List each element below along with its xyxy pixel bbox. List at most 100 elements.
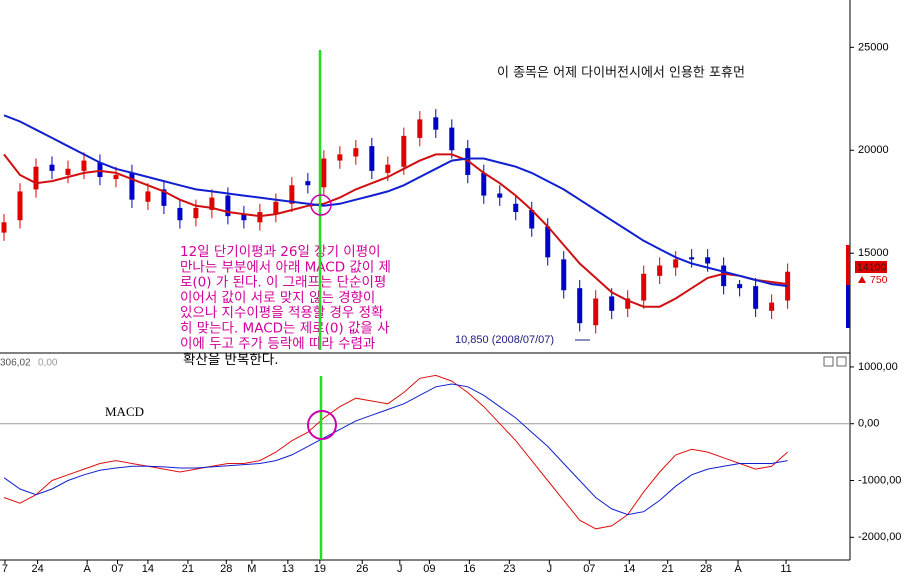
candle-body: [369, 146, 375, 171]
x-tick-label: 23: [503, 563, 515, 575]
candle-body: [449, 127, 455, 151]
candle-body: [513, 203, 519, 213]
candle-body: [193, 207, 199, 219]
candle-body: [529, 209, 535, 229]
note-line: 있으나 지수이평을 적용할 경우 정확: [180, 305, 383, 321]
x-tick-label: 09: [423, 563, 435, 575]
x-tick-label: 14: [623, 563, 635, 575]
note-end: 확산을 반복한다.: [183, 352, 279, 368]
candle-body: [385, 164, 391, 173]
last-price: 14100: [857, 261, 886, 273]
candle-body: [49, 164, 55, 171]
candle-body: [225, 195, 231, 217]
note-line: 12일 단기이평과 26일 장기 이평이: [180, 244, 381, 260]
note-line: 히 맞는다. MACD는 제로(0) 값을 사: [180, 321, 390, 337]
x-tick-label: 26: [356, 563, 368, 575]
candle-body: [257, 212, 263, 223]
y-tick-label: 20000: [858, 144, 889, 156]
candle-body: [337, 154, 343, 161]
candle-body: [641, 273, 647, 301]
y-tick-label: 25000: [858, 41, 889, 53]
candle-body: [97, 162, 103, 178]
candle-body: [401, 135, 407, 167]
candle-body: [545, 226, 551, 258]
candle-body: [209, 197, 215, 210]
x-tick-label: 28: [220, 563, 232, 575]
candle-body: [737, 284, 743, 289]
note-line: 만나는 부분에서 아래 MACD 값이 제: [180, 259, 391, 275]
moving-average: [3, 114, 788, 288]
candle-body: [593, 298, 599, 326]
candle-body: [785, 271, 791, 301]
x-tick-label: 21: [662, 563, 674, 575]
candle-body: [657, 265, 663, 276]
indicator-line: [3, 374, 788, 530]
candle-body: [241, 214, 247, 221]
x-tick-label: 07: [111, 563, 123, 575]
change: 750: [870, 274, 888, 286]
change-arrow: [858, 276, 866, 283]
candle-body: [145, 191, 151, 202]
annotation: 이 종목은 어제 다이버전시에서 인용한 포휴먼: [497, 66, 745, 81]
candle-body: [33, 166, 39, 190]
panel-button[interactable]: [836, 356, 847, 367]
candle-body: [17, 191, 23, 221]
x-tick-label: 28: [700, 563, 712, 575]
price-range-down: [846, 285, 850, 328]
x-tick-label: 07: [583, 563, 595, 575]
price-range-up: [846, 245, 850, 285]
indicator-line: [3, 383, 788, 516]
moving-average: [3, 153, 788, 308]
candle-body: [321, 158, 327, 188]
indicator-title: MACD: [105, 404, 144, 419]
x-tick-label: 24: [31, 563, 43, 575]
y-tick-label: 1000,00: [858, 361, 898, 373]
low-annotation: 10,850 (2008/07/07): [455, 334, 554, 346]
candle-body: [577, 288, 583, 324]
readout: 306,02: [0, 358, 31, 369]
x-tick-label: 16: [463, 563, 475, 575]
candle-body: [497, 193, 503, 198]
candle-body: [433, 117, 439, 130]
note-line: 이에 두고 주가 등락에 따라 수렴과: [180, 336, 375, 352]
readout: 0,00: [38, 358, 58, 369]
candle-body: [305, 181, 311, 186]
x-tick-label: 14: [142, 563, 154, 575]
note-line: 이어서 값이 서로 맞지 않는 경향이: [180, 290, 375, 306]
candle-body: [705, 257, 711, 264]
candle-body: [1, 222, 7, 233]
candle-body: [689, 257, 695, 260]
crossover-circle: [307, 410, 337, 440]
x-tick-label: 7: [2, 563, 8, 575]
candle-body: [289, 185, 295, 204]
candle-body: [625, 298, 631, 309]
candle-body: [609, 296, 615, 311]
crossover-circle: [310, 194, 332, 216]
candle-body: [673, 259, 679, 268]
candle-body: [273, 201, 279, 215]
candle-body: [65, 168, 71, 175]
candle-body: [353, 148, 359, 157]
candle-body: [481, 172, 487, 196]
y-tick-label: -2000,00: [858, 531, 901, 543]
x-tick-label: 13: [282, 563, 294, 575]
x-tick-label: M: [247, 563, 256, 575]
x-tick-label: A: [734, 563, 742, 575]
y-tick-label: 15000: [858, 247, 889, 259]
candle-body: [417, 119, 423, 138]
candle-body: [129, 172, 135, 200]
panel-button[interactable]: [823, 356, 834, 367]
x-tick-label: A: [83, 563, 91, 575]
x-tick-label: 21: [182, 563, 194, 575]
candle-body: [177, 207, 183, 221]
candle-body: [753, 286, 759, 309]
last-price-box: [855, 261, 887, 273]
y-tick-label: -1000,00: [858, 474, 901, 486]
x-tick-label: 11: [780, 563, 791, 575]
candle-body: [161, 189, 167, 206]
x-tick-label: J: [547, 563, 553, 575]
